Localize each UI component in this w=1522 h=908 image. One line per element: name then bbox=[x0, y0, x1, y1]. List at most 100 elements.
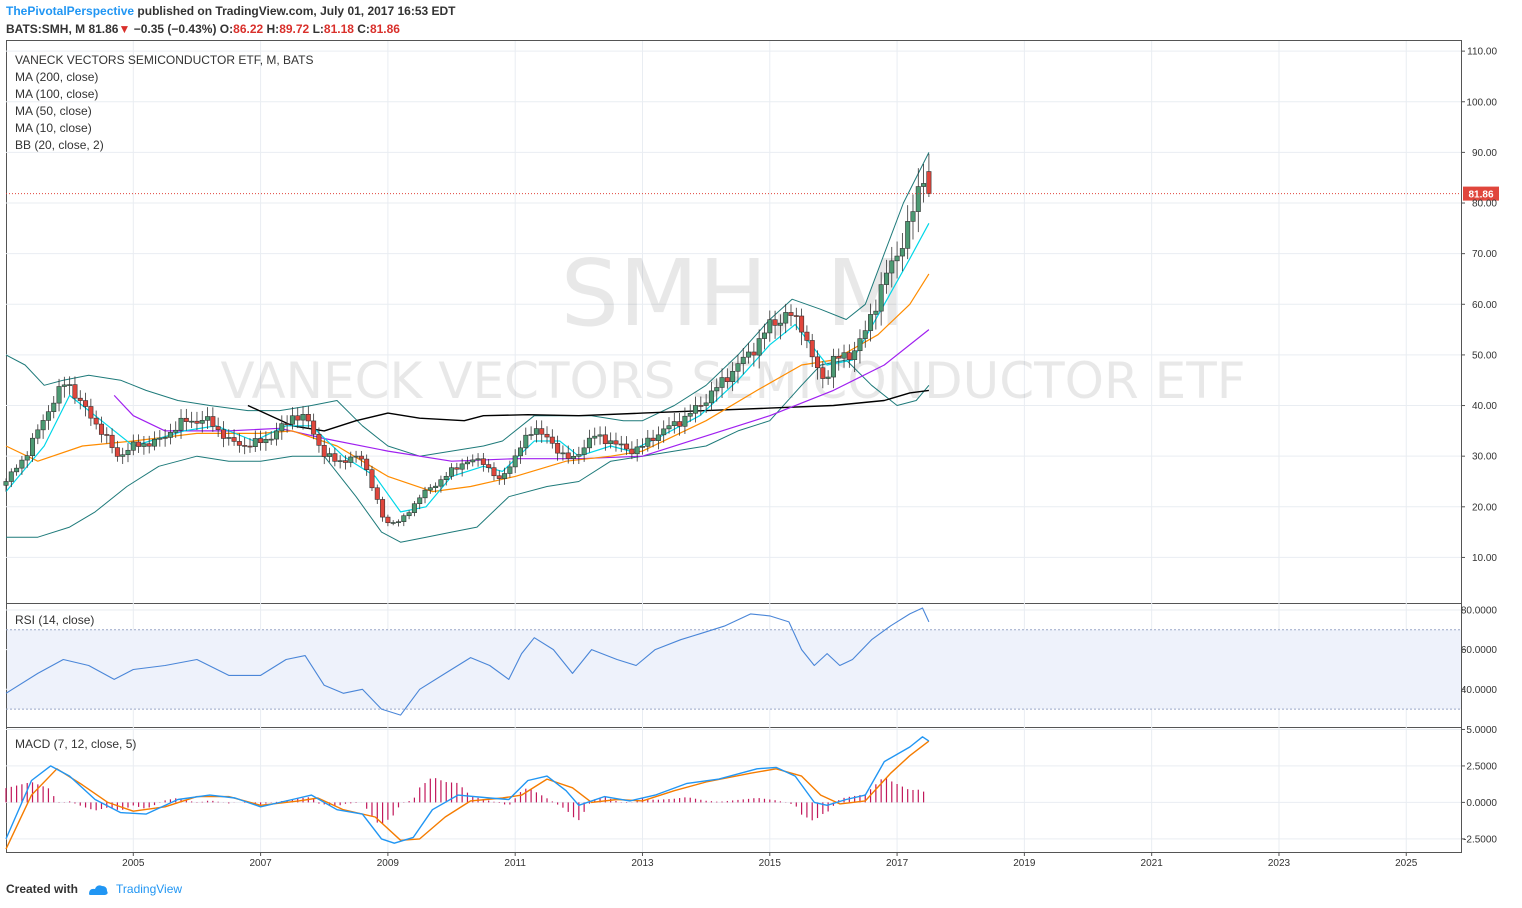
candle-body bbox=[93, 417, 99, 425]
rsi-band-fill bbox=[7, 629, 1461, 710]
candle bbox=[45, 405, 51, 430]
candle-body bbox=[449, 467, 455, 477]
candle-body bbox=[104, 434, 110, 436]
candle-body bbox=[258, 438, 264, 444]
candle-body bbox=[475, 458, 481, 461]
candle bbox=[311, 413, 317, 440]
candle-body bbox=[14, 467, 20, 473]
price-tick-60.00: 60.00 bbox=[1472, 300, 1497, 311]
macd-tick-2.5000: 2.5000 bbox=[1466, 761, 1497, 772]
candle bbox=[464, 456, 470, 470]
candle bbox=[528, 426, 534, 440]
macd-lines bbox=[5, 736, 930, 850]
candle-body bbox=[284, 423, 290, 425]
candle bbox=[88, 398, 94, 426]
candle bbox=[268, 431, 274, 445]
candle bbox=[289, 407, 295, 430]
candle bbox=[215, 417, 221, 437]
candle bbox=[109, 428, 115, 454]
candle bbox=[30, 433, 36, 462]
time-tick-2025: 2025 bbox=[1395, 858, 1418, 869]
candle-body bbox=[549, 436, 555, 444]
candle-body bbox=[815, 356, 821, 369]
price-axis[interactable]: 110.00 100.00 90.00 80.00 70.00 60.00 50.00 40.… bbox=[1461, 47, 1498, 846]
time-axis[interactable]: 2005 2007 2009 2011 2013 2015 2017 2019 2021 2023… bbox=[122, 852, 1418, 869]
candle bbox=[486, 458, 492, 473]
watermark-symbol: SMH, M bbox=[561, 240, 906, 347]
time-tick-2015: 2015 bbox=[759, 858, 782, 869]
candle bbox=[624, 436, 630, 455]
candle-body bbox=[507, 466, 513, 474]
candle-body bbox=[136, 441, 142, 447]
candle-body bbox=[565, 452, 571, 459]
candle-body bbox=[215, 426, 221, 430]
candle-body bbox=[555, 442, 561, 454]
candle bbox=[629, 441, 635, 460]
candle-body bbox=[459, 463, 465, 470]
rsi-tick-40.0000: 40.0000 bbox=[1461, 685, 1498, 696]
open-value: 86.22 bbox=[233, 22, 264, 36]
candle-body bbox=[868, 314, 874, 331]
candle-body bbox=[374, 487, 380, 500]
tradingview-link[interactable]: TradingView bbox=[116, 882, 183, 896]
candle-body bbox=[735, 363, 741, 372]
price-tick-90.00: 90.00 bbox=[1472, 148, 1497, 159]
panel-frames bbox=[6, 40, 1462, 853]
candle bbox=[438, 475, 444, 493]
ohlc-bar: BATS:SMH, M 81.86▼ −0.35 (−0.43%) O:86.2… bbox=[6, 21, 400, 38]
candle bbox=[125, 443, 131, 463]
candle-body bbox=[454, 467, 460, 470]
candle-body bbox=[687, 412, 693, 417]
candle-body bbox=[67, 384, 73, 386]
candle-body bbox=[141, 443, 147, 447]
candle-body bbox=[491, 467, 497, 477]
candle-body bbox=[8, 471, 14, 482]
price-tick-50.00: 50.00 bbox=[1472, 350, 1497, 361]
time-tick-2007: 2007 bbox=[249, 858, 272, 869]
candle-body bbox=[358, 455, 364, 460]
candle bbox=[565, 445, 571, 464]
candle bbox=[427, 484, 433, 494]
candle-body bbox=[88, 406, 94, 419]
candle-body bbox=[724, 377, 730, 382]
candle-body bbox=[777, 322, 783, 326]
price-tick-100.00: 100.00 bbox=[1466, 97, 1497, 108]
candle bbox=[114, 440, 120, 462]
candle bbox=[581, 439, 587, 462]
candle-body bbox=[205, 416, 211, 421]
rsi-tick-60.0000: 60.0000 bbox=[1461, 645, 1498, 656]
publication-info: published on TradingView.com, July 01, 2… bbox=[137, 4, 456, 18]
candle bbox=[332, 447, 338, 467]
candle bbox=[247, 438, 253, 453]
candle-body bbox=[544, 433, 550, 438]
macd-tick--2.5000: -2.5000 bbox=[1463, 834, 1497, 845]
candle-body bbox=[443, 475, 449, 481]
close-value: 81.86 bbox=[369, 22, 400, 36]
candle-body bbox=[3, 481, 9, 486]
candle bbox=[136, 434, 142, 453]
candle bbox=[395, 519, 401, 527]
candle-body bbox=[183, 417, 189, 422]
candle bbox=[698, 396, 704, 416]
candle-body bbox=[72, 384, 78, 399]
author-link[interactable]: ThePivotalPerspective bbox=[6, 4, 135, 18]
bb-upper-line bbox=[5, 152, 930, 457]
candle bbox=[645, 430, 651, 452]
candle-body bbox=[247, 445, 253, 448]
candle bbox=[756, 329, 762, 369]
symbol-label: BATS:SMH, M bbox=[6, 22, 86, 36]
footer: Created with TradingView bbox=[6, 882, 182, 897]
macd-tick-0.0000: 0.0000 bbox=[1466, 798, 1497, 809]
candle-body bbox=[528, 434, 534, 436]
candle-body bbox=[486, 464, 492, 468]
candle bbox=[846, 344, 852, 368]
candle-body bbox=[157, 437, 163, 440]
high-label: H: bbox=[266, 22, 280, 36]
candlesticks bbox=[3, 153, 932, 527]
candle bbox=[921, 163, 927, 203]
candle bbox=[40, 414, 46, 439]
candle-body bbox=[751, 351, 757, 356]
candle-body bbox=[746, 351, 752, 358]
price-tick-40.00: 40.00 bbox=[1472, 401, 1497, 412]
